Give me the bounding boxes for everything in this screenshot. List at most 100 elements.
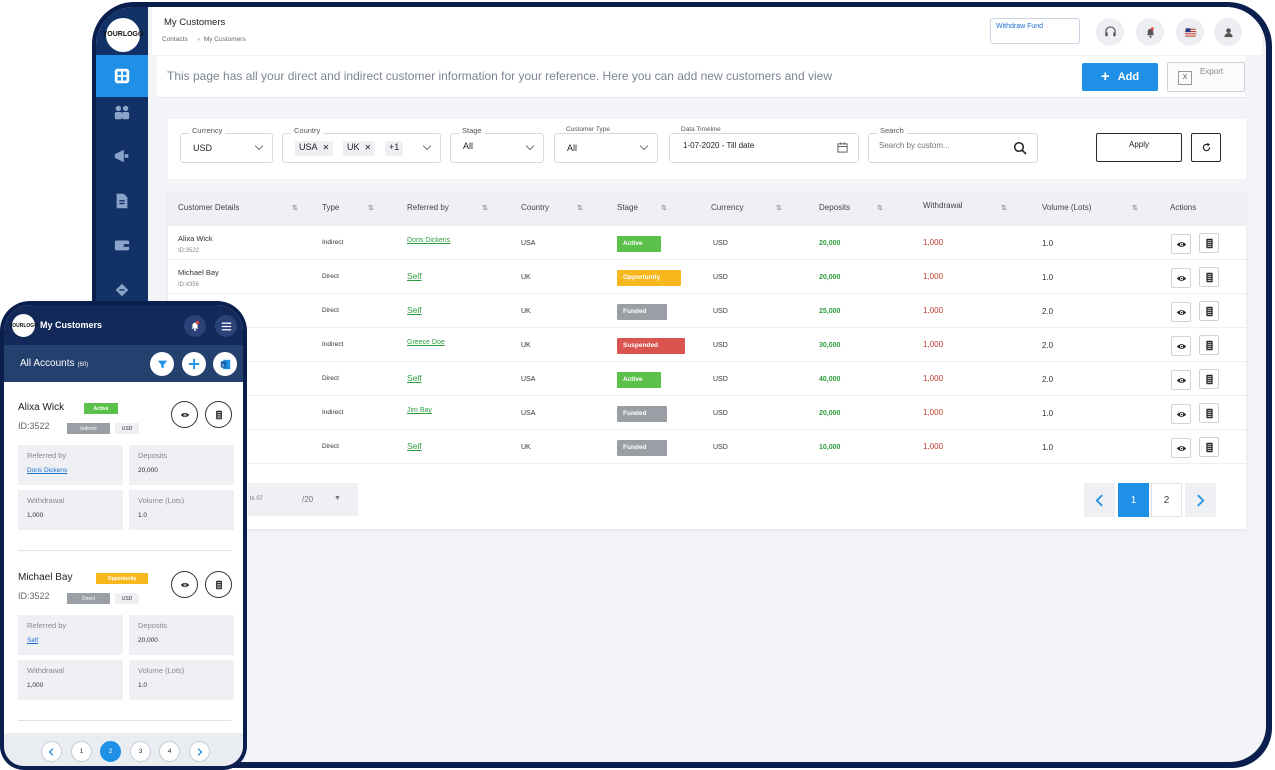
- profile-button[interactable]: [1214, 18, 1242, 46]
- view-button[interactable]: [1171, 438, 1191, 458]
- col-referred-by[interactable]: Referred by: [407, 203, 449, 212]
- sidebar-item-tickets[interactable]: [96, 269, 148, 311]
- referred-by-link[interactable]: Doris Dickens: [407, 237, 451, 244]
- col-type[interactable]: Type: [322, 203, 340, 212]
- prev-page-button[interactable]: [1084, 483, 1115, 517]
- mobile-export-button[interactable]: x: [213, 352, 237, 376]
- export-button[interactable]: X Export: [1167, 62, 1245, 92]
- card-view-button[interactable]: [171, 571, 198, 598]
- details-button[interactable]: [1199, 267, 1219, 287]
- remove-tag-icon[interactable]: ✕: [364, 143, 372, 152]
- table-row[interactable]: Direct Self UK Funded USD 10,000 1,000 1.0: [168, 430, 1246, 464]
- sidebar-item-dashboard[interactable]: [96, 55, 148, 97]
- sidebar-item-wallet[interactable]: [96, 224, 148, 266]
- breadcrumb-contacts[interactable]: Contacts: [162, 36, 188, 43]
- logo[interactable]: YOUR LOGO: [103, 18, 143, 52]
- table-row[interactable]: Direct Self USA Active USD 40,000 1,000 2.0: [168, 362, 1246, 396]
- mobile-next-page-button[interactable]: [189, 741, 210, 762]
- rows-per-page-select[interactable]: ts 07 /20 ▼: [248, 483, 358, 516]
- card-referred-link[interactable]: Self: [27, 637, 39, 644]
- sort-icon[interactable]: ⇅: [1132, 205, 1138, 212]
- page-button-1[interactable]: 1: [1118, 483, 1149, 517]
- mobile-add-button[interactable]: [182, 352, 206, 376]
- support-button[interactable]: [1096, 18, 1124, 46]
- details-button[interactable]: [1199, 403, 1219, 423]
- remove-tag-icon[interactable]: ✕: [322, 143, 330, 152]
- table-row[interactable]: Michael Bay ID:4356 Direct Self UK Opportunit…: [168, 260, 1246, 294]
- card-details-button[interactable]: [205, 401, 232, 428]
- col-currency[interactable]: Currency: [711, 203, 744, 212]
- mobile-prev-page-button[interactable]: [41, 741, 62, 762]
- table-row[interactable]: Alixa Wick ID:3522 Indirect Doris Dickens US…: [168, 226, 1246, 260]
- date-range-picker[interactable]: Data Timeline 1-07-2020 - Till date: [669, 126, 859, 163]
- search-icon[interactable]: [1013, 141, 1027, 155]
- language-button[interactable]: [1176, 18, 1204, 46]
- view-button[interactable]: [1171, 234, 1191, 254]
- sidebar-item-documents[interactable]: [96, 180, 148, 222]
- card-view-button[interactable]: [171, 401, 198, 428]
- view-button[interactable]: [1171, 336, 1191, 356]
- sort-icon[interactable]: ⇅: [877, 205, 883, 212]
- sort-icon[interactable]: ⇅: [482, 205, 488, 212]
- country-tag-more[interactable]: +1: [385, 141, 404, 156]
- referred-by-link[interactable]: Self: [407, 373, 422, 383]
- referred-by-link[interactable]: Self: [407, 305, 422, 315]
- sidebar-item-users[interactable]: [96, 91, 148, 133]
- details-button[interactable]: [1199, 301, 1219, 321]
- referred-by-link[interactable]: Self: [407, 271, 422, 281]
- stage-select[interactable]: Stage All: [450, 126, 544, 163]
- search-box[interactable]: Search: [868, 126, 1038, 163]
- country-tag-usa[interactable]: USA ✕: [295, 141, 334, 156]
- view-button[interactable]: [1171, 302, 1191, 322]
- mobile-page-4[interactable]: 4: [159, 741, 180, 762]
- sort-icon[interactable]: ⇅: [776, 205, 782, 212]
- customer-type-select[interactable]: Customer Type All: [554, 126, 658, 163]
- card-details-button[interactable]: [205, 571, 232, 598]
- referred-by-link[interactable]: Jim Bay: [407, 407, 432, 414]
- referred-by-link[interactable]: Self: [407, 441, 422, 451]
- mobile-page-3[interactable]: 3: [130, 741, 151, 762]
- details-button[interactable]: [1199, 437, 1219, 457]
- view-button[interactable]: [1171, 370, 1191, 390]
- add-button[interactable]: + Add: [1082, 63, 1158, 91]
- sidebar-item-campaigns[interactable]: [96, 135, 148, 177]
- next-page-button[interactable]: [1185, 483, 1216, 517]
- view-button[interactable]: [1171, 404, 1191, 424]
- details-button[interactable]: [1199, 233, 1219, 253]
- mobile-page-1[interactable]: 1: [71, 741, 92, 762]
- country-multiselect[interactable]: Country USA ✕ UK ✕ +1: [282, 126, 441, 163]
- logo[interactable]: YOUR LOGO: [9, 314, 38, 337]
- search-input[interactable]: [879, 141, 999, 150]
- country-tag-uk[interactable]: UK ✕: [343, 141, 376, 156]
- table-row[interactable]: John DoeDirectSelfUKFundedUSD25,0001,000…: [168, 294, 1246, 328]
- table-row[interactable]: Indirect Jim Bay USA Funded USD 20,000 1,000 1.…: [168, 396, 1246, 430]
- apply-button[interactable]: Apply: [1096, 133, 1182, 162]
- col-customer-details[interactable]: Customer Details: [178, 203, 240, 212]
- col-volume[interactable]: Volume (Lots): [1042, 203, 1092, 212]
- details-button[interactable]: [1199, 335, 1219, 355]
- mobile-page-2[interactable]: 2: [100, 741, 121, 762]
- details-button[interactable]: [1199, 369, 1219, 389]
- sort-icon[interactable]: ⇅: [368, 205, 374, 212]
- table-row[interactable]: Indirect Greece Doe UK Suspended USD 30,000 1,…: [168, 328, 1246, 362]
- col-stage[interactable]: Stage: [617, 203, 638, 212]
- sort-icon[interactable]: ⇅: [577, 205, 583, 212]
- refresh-button[interactable]: [1191, 133, 1221, 162]
- notifications-button[interactable]: [1136, 18, 1164, 46]
- mobile-filter-button[interactable]: [150, 352, 174, 376]
- currency-select[interactable]: Currency USD: [180, 126, 273, 163]
- col-withdrawal[interactable]: Withdrawal: [923, 201, 963, 210]
- col-country[interactable]: Country: [521, 203, 550, 212]
- page-button-2[interactable]: 2: [1151, 483, 1182, 517]
- sort-icon[interactable]: ⇅: [292, 205, 298, 212]
- card-referred-link[interactable]: Doris Dickens: [27, 467, 68, 474]
- sort-icon[interactable]: ⇅: [661, 205, 667, 212]
- breadcrumb-my-customers[interactable]: My Customers: [203, 36, 246, 43]
- withdraw-fund-button[interactable]: Withdraw Fund: [990, 18, 1080, 44]
- col-deposits[interactable]: Deposits: [819, 203, 851, 212]
- mobile-notifications-button[interactable]: [184, 315, 206, 337]
- view-button[interactable]: [1171, 268, 1191, 288]
- sort-icon[interactable]: ⇅: [1001, 205, 1007, 212]
- referred-by-link[interactable]: Greece Doe: [407, 339, 445, 346]
- mobile-menu-button[interactable]: [215, 315, 237, 337]
